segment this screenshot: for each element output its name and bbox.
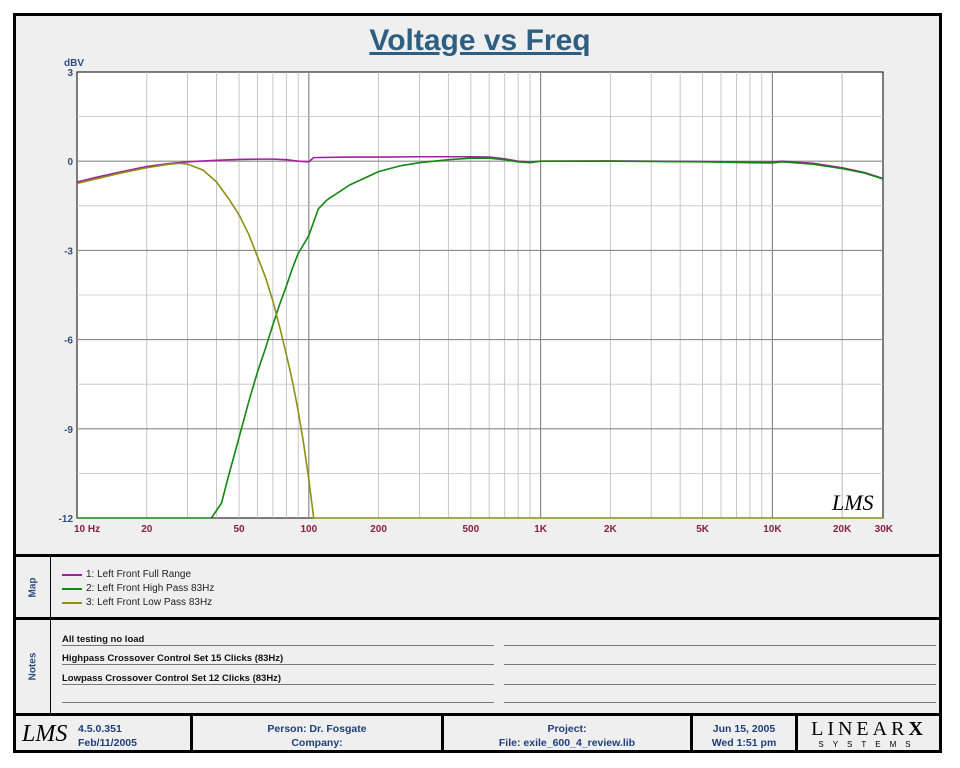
footer-datetime: Jun 15, 2005 Wed 1:51 pm	[711, 723, 777, 749]
x-tick-label: 1K	[534, 524, 548, 535]
notes-side-label: Notes	[27, 652, 39, 681]
note-line-2: Highpass Crossover Control Set 15 Clicks…	[62, 653, 284, 664]
series-line-2	[77, 157, 884, 519]
legend-label: 3: Left Front Low Pass 83Hz	[86, 597, 213, 608]
x-tick-label: 100	[300, 524, 317, 535]
note-rule	[504, 664, 936, 665]
note-rule	[62, 702, 494, 703]
brand-logo: LINEARX SYSTEMS	[798, 718, 940, 755]
y-tick-label: 0	[67, 157, 73, 168]
legend-entry-1: 1: Left Front Full Range	[62, 569, 191, 580]
x-tick-label: 10 Hz	[74, 524, 100, 535]
brand-name: LINEAR	[811, 718, 909, 740]
note-line-3: Lowpass Crossover Control Set 12 Clicks …	[62, 673, 282, 684]
notes-side-divider	[50, 620, 51, 713]
footer-logo: LMS	[22, 721, 68, 747]
legend-label: 1: Left Front Full Range	[86, 569, 192, 580]
x-tick-label: 20K	[833, 524, 852, 535]
footer-divider	[690, 716, 693, 753]
footer-person: Person: Dr. Fosgate Company:	[267, 723, 367, 749]
footer-project: Project: File: exile_600_4_review.lib	[498, 723, 636, 749]
chart-title: Voltage vs Freq	[369, 24, 591, 57]
note-rule	[504, 702, 936, 703]
footer-divider	[190, 716, 193, 753]
x-tick-label: 500	[462, 524, 479, 535]
note-rule	[62, 664, 494, 665]
footer-top-divider	[16, 713, 942, 716]
y-tick-label: -12	[59, 514, 74, 525]
y-tick-label: -6	[64, 336, 73, 347]
series-line-3	[76, 162, 883, 519]
x-tick-label: 10K	[763, 524, 782, 535]
y-tick-label: 3	[67, 68, 73, 79]
y-tick-label: -3	[64, 246, 73, 257]
note-rule	[62, 684, 494, 685]
y-axis-label: dBV	[64, 58, 84, 69]
footer-version: 4.5.0.351 Feb/11/2005	[78, 723, 137, 749]
x-tick-label: 30K	[875, 524, 894, 535]
note-line-1: All testing no load	[62, 634, 145, 645]
legend-side-label: Map	[27, 577, 39, 597]
legend-top-divider	[16, 554, 942, 557]
data-series	[76, 155, 884, 519]
footer-divider	[441, 716, 444, 753]
x-tick-label: 200	[370, 524, 387, 535]
x-tick-label: 20	[141, 524, 153, 535]
footer-divider	[795, 716, 798, 753]
x-tick-label: 2K	[604, 524, 618, 535]
plot-watermark: LMS	[831, 490, 874, 515]
y-tick-label: -9	[64, 425, 73, 436]
note-rule	[62, 645, 494, 646]
legend-swatch	[62, 587, 82, 590]
legend-label: 2: Left Front High Pass 83Hz	[86, 583, 215, 594]
legend-side-divider	[50, 557, 51, 617]
plot-grid	[77, 72, 883, 518]
note-rule	[504, 645, 936, 646]
legend-entry-3: 3: Left Front Low Pass 83Hz	[62, 597, 212, 608]
legend-entry-2: 2: Left Front High Pass 83Hz	[62, 583, 214, 594]
note-rule	[504, 684, 936, 685]
notes-top-divider	[16, 617, 942, 620]
x-tick-label: 5K	[696, 524, 710, 535]
legend-swatch	[62, 601, 82, 604]
x-tick-label: 50	[233, 524, 245, 535]
brand-subtitle: SYSTEMS	[818, 740, 920, 749]
legend-swatch	[62, 573, 82, 576]
brand-x: X	[908, 718, 927, 740]
